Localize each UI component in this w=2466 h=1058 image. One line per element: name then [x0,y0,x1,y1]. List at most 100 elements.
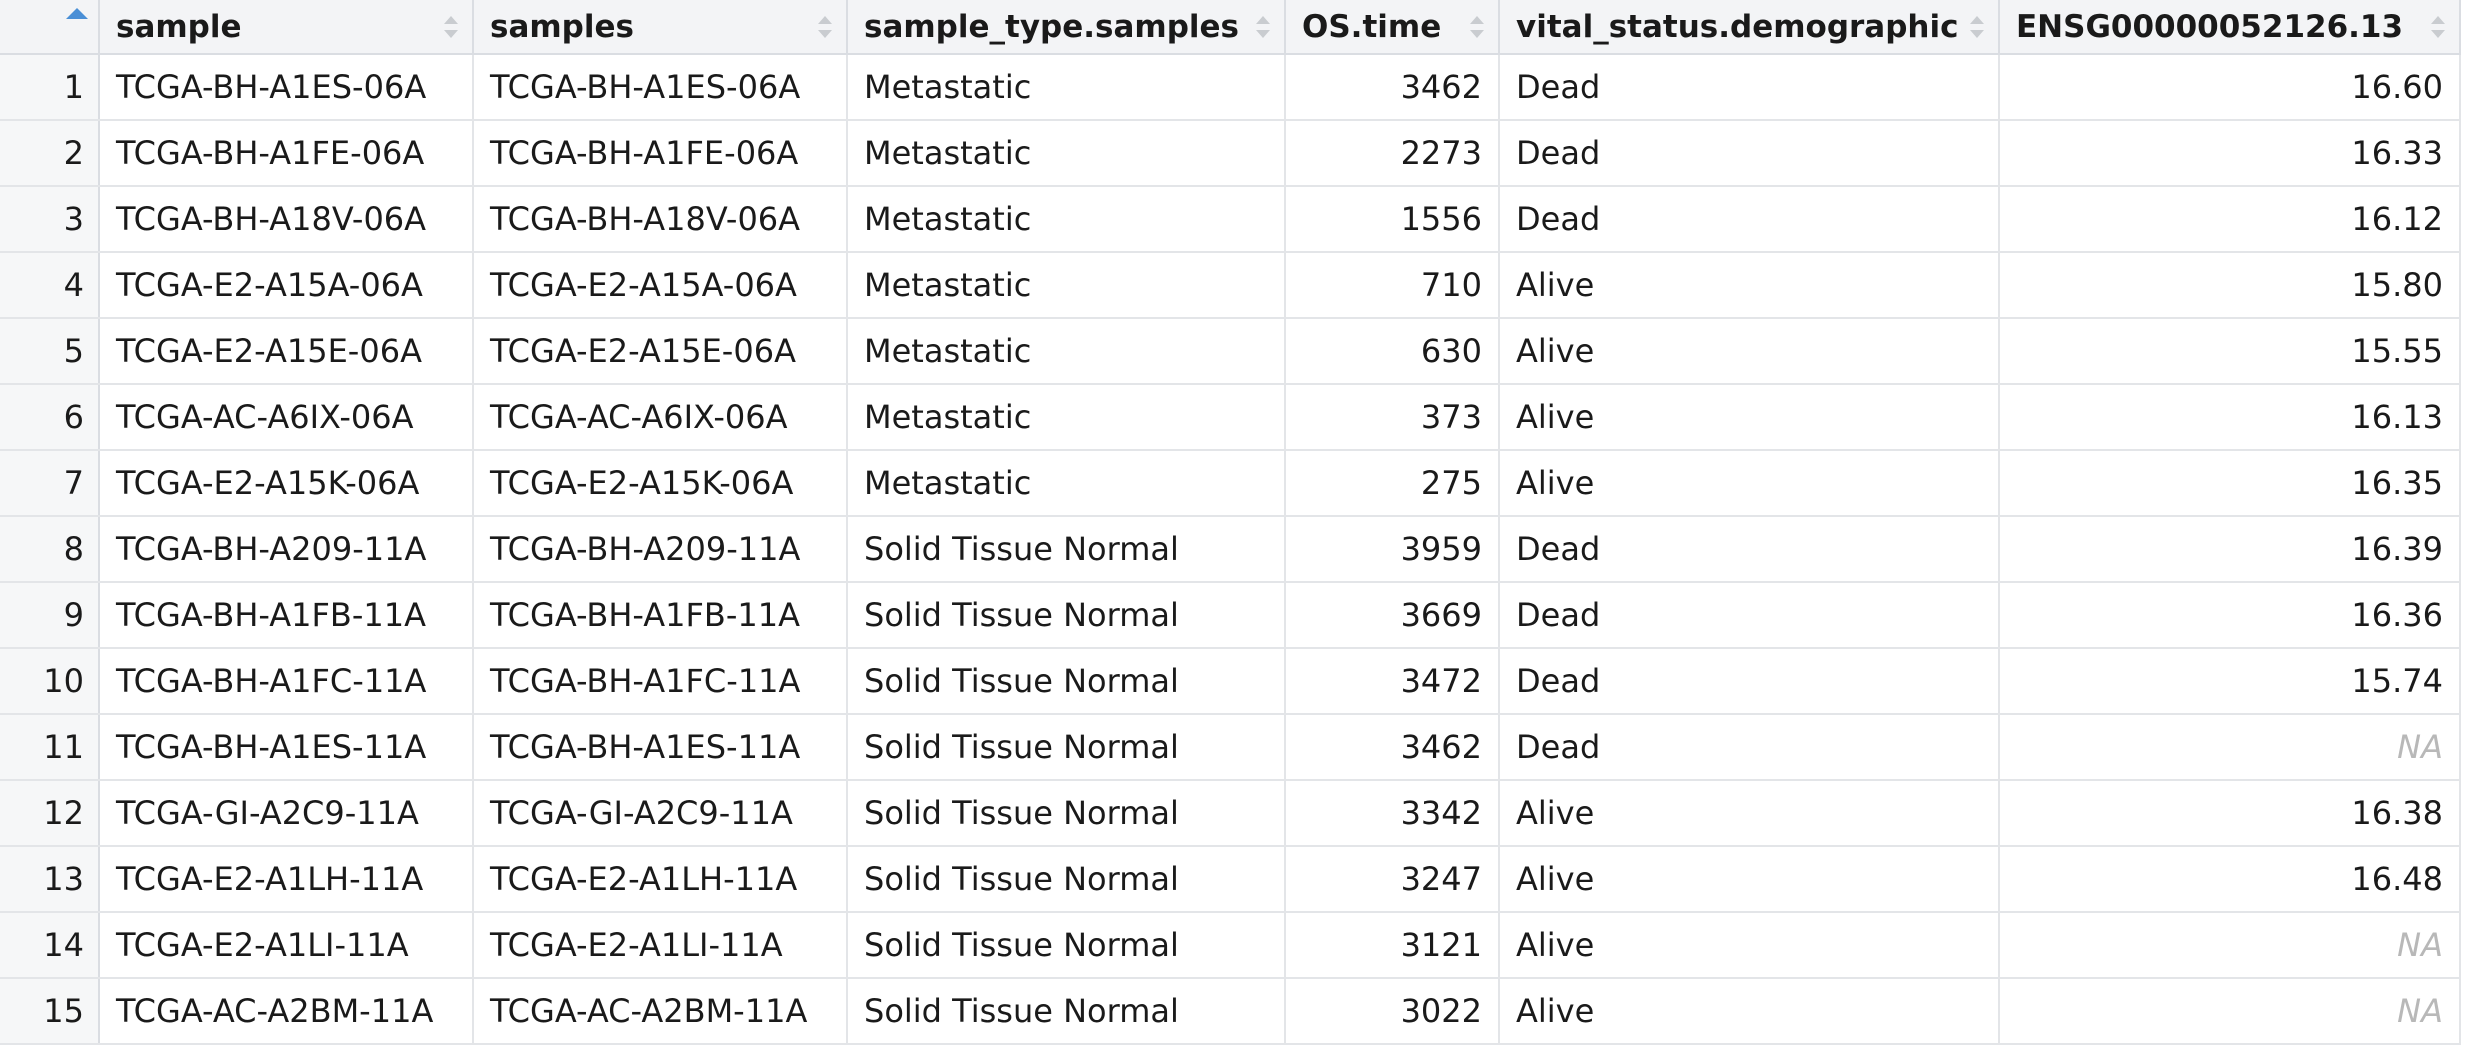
cell-sample[interactable]: TCGA-BH-A209-11A [99,516,474,583]
cell-sample[interactable]: TCGA-AC-A6IX-06A [99,384,474,451]
cell-os_time[interactable]: 3959 [1285,516,1500,583]
cell-samples[interactable]: TCGA-BH-A1FC-11A [473,648,848,715]
cell-vital[interactable]: Alive [1499,384,2000,451]
cell-sample[interactable]: TCGA-E2-A15E-06A [99,318,474,385]
cell-sample[interactable]: TCGA-BH-A1ES-11A [99,714,474,781]
cell-samples[interactable]: TCGA-BH-A18V-06A [473,186,848,253]
cell-os_time[interactable]: 630 [1285,318,1500,385]
cell-os_time[interactable]: 3342 [1285,780,1500,847]
table-row[interactable]: 14 TCGA-E2-A1LI-11A TCGA-E2-A1LI-11A Solid … [0,912,2461,979]
cell-sample[interactable]: TCGA-BH-A1FB-11A [99,582,474,649]
cell-ensg[interactable]: 15.74 [1999,648,2461,715]
table-row[interactable]: 8 TCGA-BH-A209-11A TCGA-BH-A209-11A Solid T… [0,516,2461,583]
cell-sample[interactable]: TCGA-E2-A1LI-11A [99,912,474,979]
cell-sample_type[interactable]: Metastatic [847,120,1286,187]
cell-vital[interactable]: Alive [1499,252,2000,319]
cell-samples[interactable]: TCGA-AC-A2BM-11A [473,978,848,1045]
cell-sample_type[interactable]: Solid Tissue Normal [847,516,1286,583]
cell-samples[interactable]: TCGA-E2-A1LH-11A [473,846,848,913]
cell-sample_type[interactable]: Metastatic [847,186,1286,253]
cell-vital[interactable]: Dead [1499,582,2000,649]
cell-os_time[interactable]: 710 [1285,252,1500,319]
sort-toggle-icon[interactable] [1470,14,1484,40]
cell-ensg[interactable]: 16.35 [1999,450,2461,517]
column-header-vital-status[interactable]: vital_status.demographic [1499,0,2000,55]
cell-ensg[interactable]: 16.33 [1999,120,2461,187]
cell-ensg[interactable]: 16.39 [1999,516,2461,583]
cell-sample_type[interactable]: Metastatic [847,318,1286,385]
cell-ensg[interactable]: NA [1999,912,2461,979]
cell-samples[interactable]: TCGA-BH-A1FE-06A [473,120,848,187]
cell-ensg[interactable]: 15.80 [1999,252,2461,319]
cell-ensg[interactable]: 16.36 [1999,582,2461,649]
cell-ensg[interactable]: NA [1999,714,2461,781]
sort-toggle-icon[interactable] [1256,14,1270,40]
column-header-samples[interactable]: samples [473,0,848,55]
cell-sample_type[interactable]: Metastatic [847,450,1286,517]
cell-samples[interactable]: TCGA-BH-A209-11A [473,516,848,583]
cell-sample_type[interactable]: Solid Tissue Normal [847,978,1286,1045]
cell-samples[interactable]: TCGA-E2-A15A-06A [473,252,848,319]
table-row[interactable]: 11 TCGA-BH-A1ES-11A TCGA-BH-A1ES-11A Solid … [0,714,2461,781]
cell-os_time[interactable]: 3462 [1285,54,1500,121]
cell-vital[interactable]: Alive [1499,450,2000,517]
column-header-sample-type[interactable]: sample_type.samples [847,0,1286,55]
table-row[interactable]: 12 TCGA-GI-A2C9-11A TCGA-GI-A2C9-11A Solid … [0,780,2461,847]
cell-ensg[interactable]: 16.60 [1999,54,2461,121]
cell-samples[interactable]: TCGA-E2-A15K-06A [473,450,848,517]
cell-sample_type[interactable]: Solid Tissue Normal [847,582,1286,649]
cell-vital[interactable]: Dead [1499,120,2000,187]
cell-samples[interactable]: TCGA-BH-A1ES-11A [473,714,848,781]
cell-sample[interactable]: TCGA-E2-A15A-06A [99,252,474,319]
cell-vital[interactable]: Alive [1499,978,2000,1045]
sort-toggle-icon[interactable] [1970,14,1984,40]
table-row[interactable]: 7 TCGA-E2-A15K-06A TCGA-E2-A15K-06A Metasta… [0,450,2461,517]
cell-os_time[interactable]: 275 [1285,450,1500,517]
cell-vital[interactable]: Alive [1499,318,2000,385]
table-row[interactable]: 15 TCGA-AC-A2BM-11A TCGA-AC-A2BM-11A Solid … [0,978,2461,1045]
cell-os_time[interactable]: 373 [1285,384,1500,451]
cell-vital[interactable]: Dead [1499,648,2000,715]
cell-vital[interactable]: Dead [1499,54,2000,121]
cell-sample_type[interactable]: Metastatic [847,54,1286,121]
cell-os_time[interactable]: 3121 [1285,912,1500,979]
cell-ensg[interactable]: 16.12 [1999,186,2461,253]
sort-toggle-icon[interactable] [2431,14,2445,40]
cell-ensg[interactable]: 16.38 [1999,780,2461,847]
table-row[interactable]: 4 TCGA-E2-A15A-06A TCGA-E2-A15A-06A Metasta… [0,252,2461,319]
column-header-ensg[interactable]: ENSG00000052126.13 [1999,0,2461,55]
cell-os_time[interactable]: 1556 [1285,186,1500,253]
cell-sample[interactable]: TCGA-BH-A1FE-06A [99,120,474,187]
cell-sample[interactable]: TCGA-BH-A1ES-06A [99,54,474,121]
cell-sample[interactable]: TCGA-AC-A2BM-11A [99,978,474,1045]
cell-samples[interactable]: TCGA-BH-A1ES-06A [473,54,848,121]
sort-toggle-icon[interactable] [818,14,832,40]
cell-vital[interactable]: Alive [1499,846,2000,913]
cell-sample_type[interactable]: Solid Tissue Normal [847,780,1286,847]
cell-sample[interactable]: TCGA-GI-A2C9-11A [99,780,474,847]
cell-sample[interactable]: TCGA-E2-A15K-06A [99,450,474,517]
cell-os_time[interactable]: 3462 [1285,714,1500,781]
sort-toggle-icon[interactable] [444,14,458,40]
cell-samples[interactable]: TCGA-E2-A15E-06A [473,318,848,385]
cell-ensg[interactable]: NA [1999,978,2461,1045]
cell-ensg[interactable]: 16.13 [1999,384,2461,451]
cell-ensg[interactable]: 15.55 [1999,318,2461,385]
cell-sample_type[interactable]: Metastatic [847,384,1286,451]
table-row[interactable]: 13 TCGA-E2-A1LH-11A TCGA-E2-A1LH-11A Solid … [0,846,2461,913]
cell-vital[interactable]: Dead [1499,186,2000,253]
cell-os_time[interactable]: 3022 [1285,978,1500,1045]
table-row[interactable]: 2 TCGA-BH-A1FE-06A TCGA-BH-A1FE-06A Metasta… [0,120,2461,187]
cell-ensg[interactable]: 16.48 [1999,846,2461,913]
cell-sample_type[interactable]: Solid Tissue Normal [847,846,1286,913]
cell-sample_type[interactable]: Solid Tissue Normal [847,714,1286,781]
cell-sample[interactable]: TCGA-E2-A1LH-11A [99,846,474,913]
cell-samples[interactable]: TCGA-BH-A1FB-11A [473,582,848,649]
table-row[interactable]: 5 TCGA-E2-A15E-06A TCGA-E2-A15E-06A Metasta… [0,318,2461,385]
cell-sample_type[interactable]: Solid Tissue Normal [847,912,1286,979]
cell-vital[interactable]: Alive [1499,780,2000,847]
column-header-sample[interactable]: sample [99,0,474,55]
cell-os_time[interactable]: 3669 [1285,582,1500,649]
cell-sample_type[interactable]: Metastatic [847,252,1286,319]
cell-samples[interactable]: TCGA-AC-A6IX-06A [473,384,848,451]
